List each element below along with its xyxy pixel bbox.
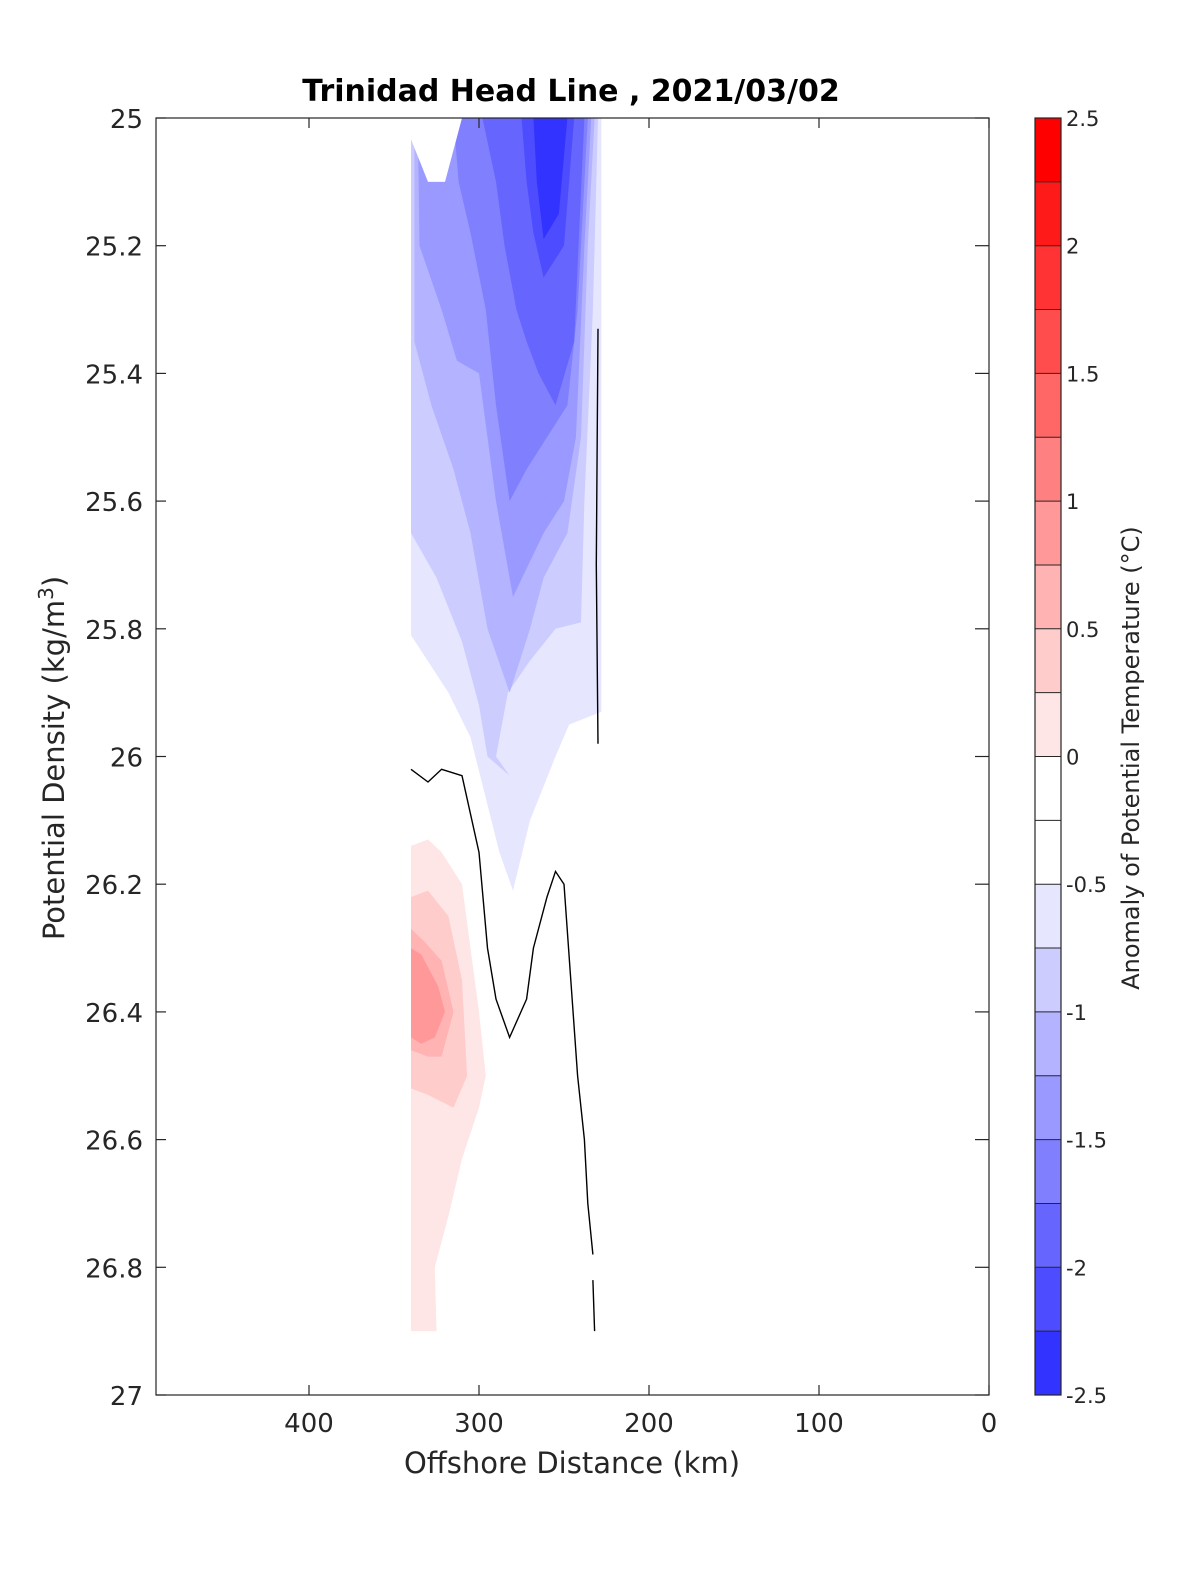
- y-tick-label: 26.8: [85, 1254, 143, 1284]
- plot-frame: [155, 117, 990, 1396]
- x-tick-label: 200: [624, 1409, 674, 1439]
- colorbar-band-8: [1035, 628, 1061, 693]
- axis-ticks: [156, 117, 990, 1396]
- colorbar-band-17: [1035, 1203, 1061, 1268]
- zero-contour-line-2: [592, 1280, 596, 1332]
- y-tick-label: 26.4: [85, 999, 143, 1029]
- y-axis-label-main: Potential Density (kg/m: [37, 600, 71, 940]
- colorbar-tick-label: -1.5: [1066, 1129, 1107, 1153]
- y-axis-label: Potential Density (kg/m3): [34, 576, 71, 940]
- x-tick-label: 300: [454, 1409, 504, 1439]
- colorbar-ticks: 2.5 2 1.5 1 0.5 0 -0.5 -1 -1.5 -2 -2.5: [1066, 107, 1107, 1408]
- colorbar-band-4: [1035, 373, 1061, 438]
- y-axis-label-close: ): [37, 576, 71, 587]
- colorbar-band-2: [1035, 245, 1061, 310]
- colorbar-band-0: [1035, 118, 1061, 182]
- colorbar-band-16: [1035, 1139, 1061, 1204]
- y-tick-label: 25.6: [85, 488, 143, 518]
- zero-contour-line-0: [410, 768, 594, 1255]
- zero-contour-line-1: [595, 328, 599, 744]
- colorbar-tick-label: 2.5: [1066, 107, 1099, 131]
- plot-area: [155, 117, 990, 1396]
- colorbar-tick-label: -2: [1066, 1256, 1087, 1280]
- colorbar-band-19: [1035, 1331, 1061, 1395]
- y-tick-labels: 25 25.2 25.4 25.6 25.8 26 26.2 26.4 26.6 26.8 27: [85, 105, 143, 1412]
- colorbar-tick-label: 1.5: [1066, 362, 1099, 386]
- colorbar-bands: [1035, 118, 1061, 1395]
- y-tick-label: 25.8: [85, 616, 143, 646]
- colorbar-band-13: [1035, 948, 1061, 1012]
- colorbar-band-5: [1035, 437, 1061, 502]
- colorbar-tick-label: 2: [1066, 235, 1079, 259]
- colorbar-band-6: [1035, 501, 1061, 565]
- y-tick-label: 26.2: [85, 871, 143, 901]
- colorbar-tick-label: 0: [1066, 746, 1079, 770]
- x-tick-labels: 400 300 200 100 0: [284, 1409, 997, 1439]
- colorbar-band-15: [1035, 1075, 1061, 1140]
- colorbar-tick-label: 0.5: [1066, 618, 1099, 642]
- x-axis-label: Offshore Distance (km): [404, 1446, 740, 1480]
- y-tick-label: 27: [110, 1382, 143, 1412]
- colorbar-band-3: [1035, 309, 1061, 374]
- x-tick-label: 0: [981, 1409, 998, 1439]
- colorbar-tick-label: 1: [1066, 490, 1079, 514]
- chart-title: Trinidad Head Line , 2021/03/02: [302, 74, 839, 109]
- colorbar-tick-label: -1: [1066, 1001, 1087, 1025]
- colorbar-band-12: [1035, 884, 1061, 949]
- filled-contour-layer: [402, 118, 602, 1332]
- colorbar-frame: [1034, 117, 1062, 1396]
- colorbar-band-18: [1035, 1267, 1061, 1332]
- colorbar-band-9: [1035, 692, 1061, 757]
- contour-fill-11: [411, 948, 445, 1044]
- colorbar: 2.5 2 1.5 1 0.5 0 -0.5 -1 -1.5 -2 -2.5: [1034, 107, 1107, 1408]
- zero-contour-layer: [410, 328, 599, 1332]
- x-tick-label: 100: [794, 1409, 844, 1439]
- colorbar-band-11: [1035, 820, 1061, 885]
- contour-notch: [402, 118, 462, 182]
- colorbar-tick-label: -0.5: [1066, 873, 1107, 897]
- contour-fill-7: [533, 118, 568, 240]
- y-tick-label: 26: [110, 744, 143, 774]
- colorbar-band-10: [1035, 756, 1061, 821]
- colorbar-band-1: [1035, 181, 1061, 246]
- colorbar-band-7: [1035, 564, 1061, 629]
- colorbar-label: Anomaly of Potential Temperature (°C): [1117, 526, 1145, 990]
- colorbar-tick-label: -2.5: [1066, 1384, 1107, 1408]
- y-tick-label: 25.4: [85, 360, 143, 390]
- x-tick-label: 400: [284, 1409, 334, 1439]
- y-axis-label-superscript: 3: [34, 587, 58, 600]
- y-tick-label: 26.6: [85, 1127, 143, 1157]
- y-tick-label: 25: [110, 105, 143, 135]
- colorbar-band-14: [1035, 1011, 1061, 1076]
- y-tick-label: 25.2: [85, 233, 143, 263]
